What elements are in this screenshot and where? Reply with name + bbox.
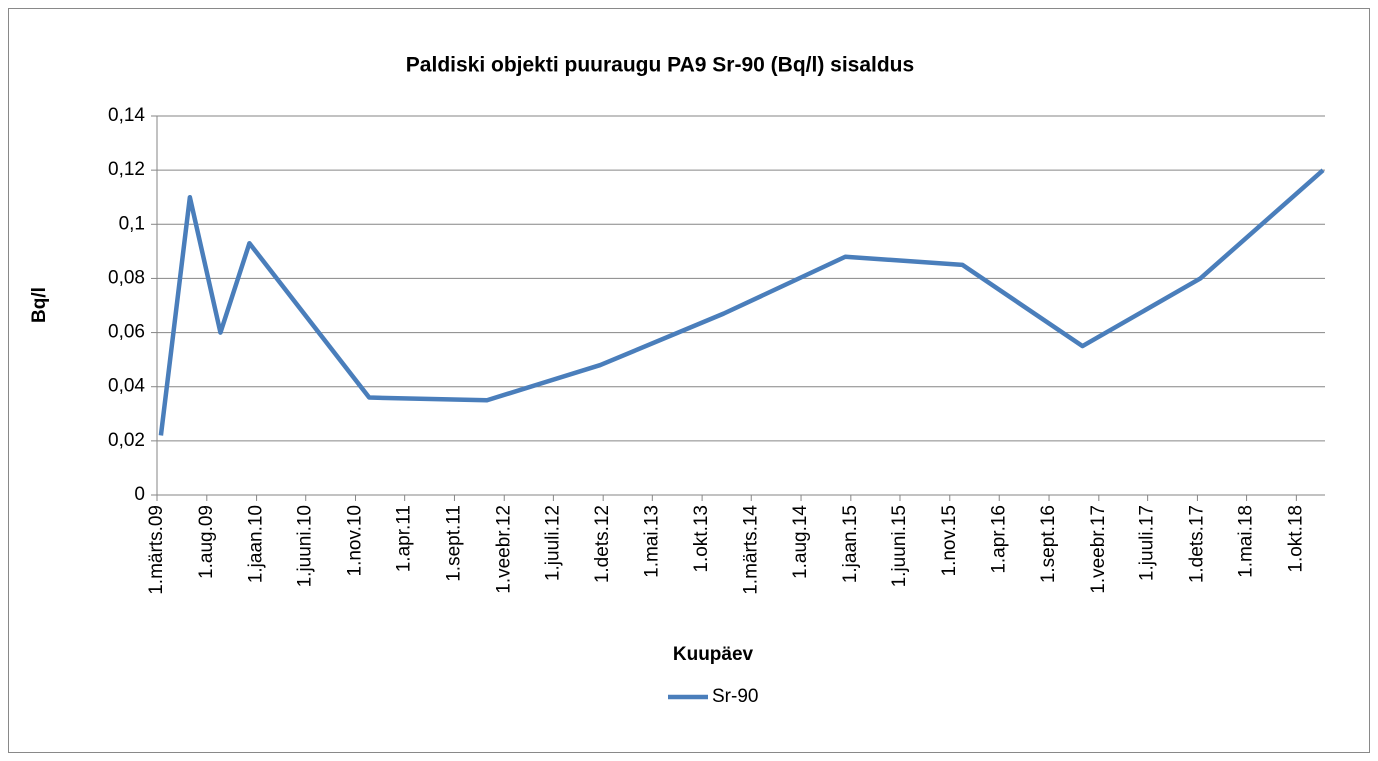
x-tick-label: 1.märts.14	[740, 505, 761, 595]
x-tick-label: 1.sept.11	[443, 505, 464, 582]
x-tick-label: 1.veebr.17	[1088, 505, 1109, 594]
x-tick-label: 1.dets.12	[592, 505, 613, 583]
x-tick-label: 1.juuni.15	[889, 505, 910, 587]
x-tick-label: 1.juuni.10	[295, 505, 316, 587]
legend-label: Sr-90	[712, 686, 758, 707]
x-tick-label: 1.nov.10	[345, 505, 366, 576]
y-tick-label: 0,1	[119, 213, 145, 234]
x-tick-label: 1.aug.09	[196, 505, 217, 579]
y-axis-label: Bq/l	[29, 287, 50, 323]
x-tick-label: 1.okt.18	[1285, 505, 1306, 573]
x-tick-label: 1.juuli.17	[1137, 505, 1158, 581]
x-tick-label: 1.apr.16	[988, 505, 1009, 574]
x-tick-label: 1.okt.13	[691, 505, 712, 573]
chart-title: Paldiski objekti puuraugu PA9 Sr-90 (Bq/…	[406, 54, 914, 77]
x-tick-label: 1.jaan.10	[246, 505, 267, 583]
x-tick-label: 1.apr.11	[394, 505, 415, 572]
x-tick-label: 1.mai.18	[1236, 505, 1257, 578]
x-tick-label: 1.dets.17	[1186, 505, 1207, 583]
y-tick-label: 0,12	[108, 159, 145, 180]
y-tick-label: 0,14	[108, 105, 145, 126]
x-tick-label: 1.nov.15	[939, 505, 960, 576]
x-tick-label: 1.veebr.12	[493, 505, 514, 594]
y-tick-label: 0,04	[108, 376, 145, 397]
chart-frame	[8, 8, 1370, 753]
x-tick-label: 1.mai.13	[641, 505, 662, 578]
x-axis-label: Kuupäev	[673, 644, 754, 665]
y-tick-label: 0,02	[108, 430, 145, 451]
y-tick-label: 0	[134, 484, 145, 505]
x-tick-label: 1.aug.14	[790, 505, 811, 579]
x-tick-label: 1.sept.16	[1038, 505, 1059, 583]
x-tick-label: 1.juuli.12	[542, 505, 563, 581]
y-tick-label: 0,06	[108, 322, 145, 343]
y-tick-label: 0,08	[108, 267, 145, 288]
x-tick-label: 1.märts.09	[146, 505, 167, 595]
series-line	[158, 168, 1325, 436]
x-tick-label: 1.jaan.15	[840, 505, 861, 583]
